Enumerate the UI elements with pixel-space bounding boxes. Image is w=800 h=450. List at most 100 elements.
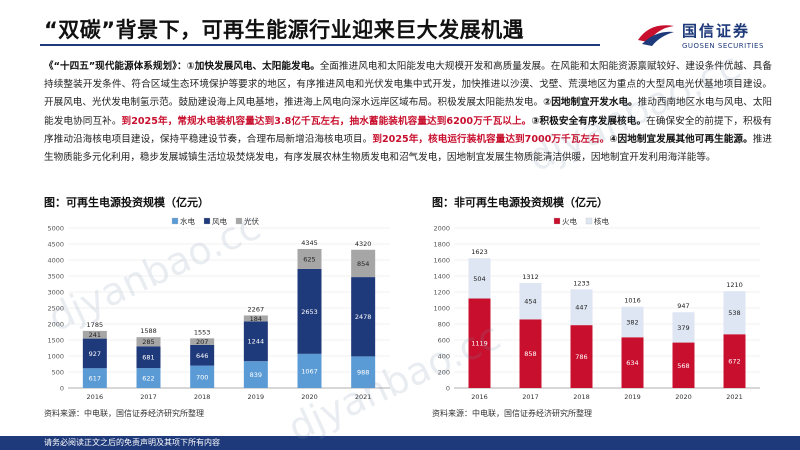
data-label: 622: [142, 375, 154, 383]
bar-segment: [190, 344, 215, 366]
bar-segment: [82, 338, 107, 369]
data-label: 927: [89, 350, 101, 358]
bar-segment: [723, 334, 746, 388]
bar-segment: [621, 306, 644, 338]
x-tick-label: 2016: [471, 393, 488, 401]
x-tick-label: 2016: [87, 393, 104, 401]
footer-bar: [0, 436, 800, 450]
bar-segment: [672, 312, 695, 343]
total-label: 947: [677, 302, 689, 310]
y-tick-label: 1500: [47, 337, 64, 345]
data-label: 1119: [471, 340, 488, 348]
data-label: 646: [196, 352, 208, 360]
data-label: 988: [357, 369, 369, 377]
x-tick-label: 2020: [675, 393, 692, 401]
legend-swatch: [235, 217, 243, 225]
legend-label: 核电: [594, 216, 609, 226]
logo-text-cn: 国信证券: [682, 22, 751, 40]
data-label: 786: [575, 353, 587, 361]
x-tick-label: 2019: [248, 393, 265, 401]
total-label: 4345: [301, 239, 318, 247]
right-chart-source: 资料来源：中电联，国信证券经济研究所整理: [432, 409, 592, 418]
data-label: 454: [524, 298, 536, 306]
legend-swatch: [585, 217, 593, 225]
logo-text-en: GUOSEN SECURITIES: [682, 42, 764, 50]
footer-disclaimer: 请务必阅读正文之后的免责声明及其项下所有内容: [44, 438, 220, 447]
total-label: 1016: [624, 297, 641, 305]
data-label: 184: [250, 315, 262, 323]
paragraph-heading: ④因地制宜发展其他可再生能源。: [609, 133, 753, 145]
y-tick-label: 1600: [433, 257, 450, 265]
legend-label: 火电: [562, 216, 577, 226]
data-label: 625: [303, 255, 315, 263]
bar-segment: [190, 338, 215, 345]
y-tick-label: 1000: [47, 353, 64, 361]
bar-segment: [468, 298, 491, 388]
paragraph-heading: ②因地制宜开发水电。: [543, 97, 638, 109]
bar-segment: [570, 325, 593, 388]
x-tick-label: 2018: [194, 393, 211, 401]
total-label: 2267: [248, 305, 265, 313]
data-label: 672: [728, 358, 740, 366]
data-label: 447: [575, 304, 587, 312]
y-tick-label: 1400: [433, 273, 450, 281]
y-tick-label: 0: [446, 385, 450, 393]
paragraph-text: 在确保安全的前提下，积极有序推动沿海核电项目建设，保持平稳建设节奏，合理布局新增…: [44, 115, 773, 145]
y-tick-label: 600: [438, 337, 450, 345]
x-tick-label: 2020: [301, 393, 318, 401]
legend-swatch: [203, 217, 211, 225]
bar-segment: [351, 277, 376, 357]
data-label: 858: [524, 350, 536, 358]
paragraph-heading: ③积极安全有序发展核电。: [531, 115, 647, 127]
y-tick-label: 2000: [433, 225, 450, 233]
y-tick-label: 3000: [47, 289, 64, 297]
guosen-logo: 国信证券 GUOSEN SECURITIES: [636, 18, 786, 58]
bar-segment: [82, 368, 107, 388]
renewable-investment-chart: 水电 风电 光伏 0 500 1000 1500 2000 2500 3000 3500 4000 45…: [47, 216, 390, 401]
bar-segment: [136, 346, 161, 369]
y-tick-label: 5000: [47, 225, 64, 233]
y-tick-label: 1800: [433, 241, 450, 249]
bar-segment: [519, 283, 542, 320]
x-tick-label: 2021: [726, 393, 743, 401]
legend-label: 水电: [180, 216, 195, 226]
y-tick-label: 200: [438, 369, 450, 377]
data-label: 504: [473, 275, 485, 283]
data-label: 382: [626, 319, 638, 327]
bar-segment: [351, 249, 376, 278]
bar-segment: [519, 319, 542, 388]
data-label: 241: [89, 331, 101, 339]
total-label: 1210: [726, 281, 743, 289]
data-label: 700: [196, 373, 208, 381]
data-label: 2478: [355, 313, 372, 321]
y-tick-label: 2500: [47, 305, 64, 313]
legend-swatch: [171, 217, 179, 225]
bar-segment: [297, 268, 322, 354]
paragraph-heading: ①加快发展风电、太阳能发电。: [186, 61, 320, 72]
total-label: 1588: [140, 327, 157, 335]
y-tick-label: 0: [60, 385, 64, 393]
bar-segment: [351, 356, 376, 388]
paragraph-target: 到2025年，常规水电装机容量达到3.8亿千瓦左右，抽水蓄能装机容量达到6200…: [121, 115, 532, 127]
paragraph-heading: 《“十四五”现代能源体系规划》：: [44, 61, 187, 72]
y-tick-label: 500: [52, 369, 64, 377]
x-tick-label: 2021: [355, 393, 372, 401]
bar-segment: [468, 258, 491, 299]
non-renewable-investment-chart: 火电 核电 0 200 400 600 800 1000 1200 1400 1600 1800 200…: [433, 216, 760, 401]
total-label: 1623: [471, 248, 488, 256]
y-tick-label: 2000: [47, 321, 64, 329]
x-tick-label: 2017: [522, 393, 539, 401]
total-label: 1785: [87, 321, 104, 329]
data-label: 568: [677, 362, 689, 370]
total-label: 1312: [522, 273, 539, 281]
total-label: 1233: [573, 279, 590, 287]
bar-segment: [243, 361, 268, 388]
legend-label: 光伏: [244, 216, 259, 226]
x-tick-label: 2017: [140, 393, 157, 401]
bar-segment: [723, 291, 746, 335]
data-label: 839: [250, 371, 262, 379]
total-label: 1553: [194, 328, 211, 336]
bar-segment: [190, 365, 215, 388]
paragraph-text: 推动西南地区水电与风电、太阳能发电协同互补。: [44, 97, 773, 127]
y-tick-label: 1000: [433, 305, 450, 313]
